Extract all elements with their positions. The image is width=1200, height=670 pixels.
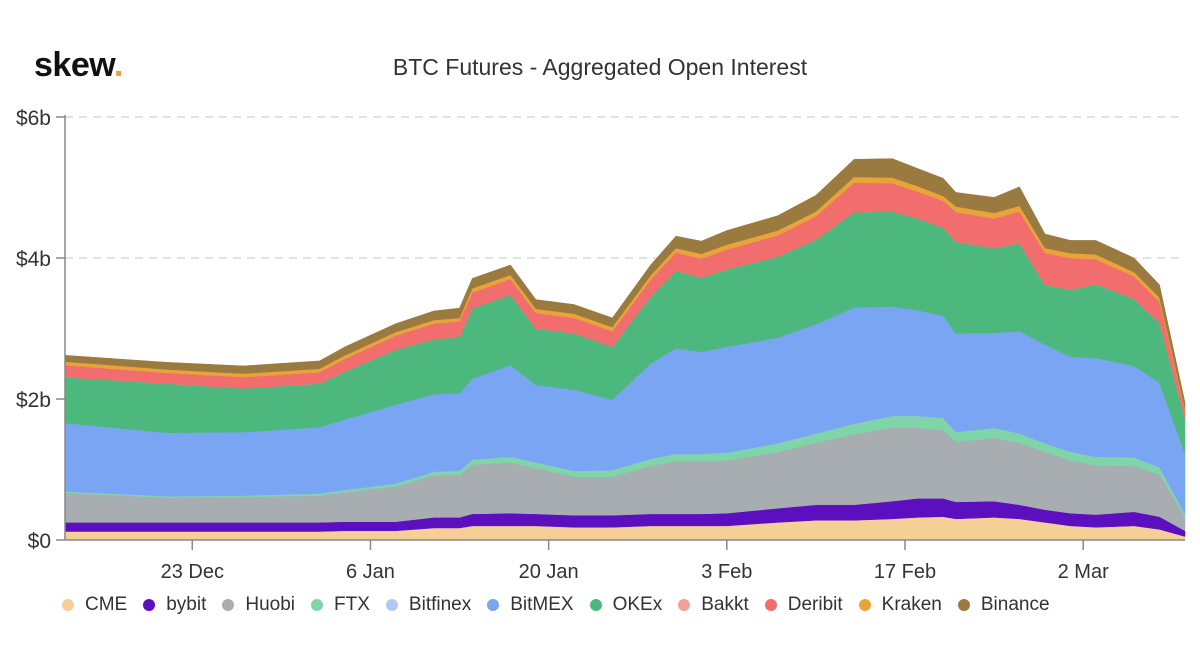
legend-swatch-icon [385, 599, 398, 611]
legend-label: BitMEX [510, 594, 574, 615]
x-tick-label: 6 Jan [346, 561, 395, 583]
legend-label: Bakkt [701, 594, 749, 615]
legend-item-kraken[interactable]: Kraken [858, 594, 942, 616]
legend-swatch-icon [764, 599, 777, 611]
chart-title: BTC Futures - Aggregated Open Interest [392, 54, 808, 80]
area-binance [64, 158, 1186, 409]
legend-item-cme[interactable]: CME [62, 594, 127, 616]
legend-item-ftx[interactable]: FTX [311, 594, 370, 616]
legend-swatch-icon [143, 599, 156, 611]
legend-item-bakkt[interactable]: Bakkt [678, 594, 749, 616]
legend-label: bybit [166, 594, 207, 615]
legend-item-binance[interactable]: Binance [957, 594, 1050, 616]
legend-label: OKEx [612, 594, 663, 615]
y-tick-label: $2b [16, 389, 51, 412]
legend-item-huobi[interactable]: Huobi [222, 594, 295, 616]
legend-label: Huobi [245, 594, 296, 615]
legend-item-bitmex[interactable]: BitMEX [487, 594, 574, 616]
legend-swatch-icon [487, 599, 500, 611]
legend-swatch-icon [858, 599, 871, 611]
legend-swatch-icon [311, 599, 324, 611]
legend-item-bitfinex[interactable]: Bitfinex [385, 594, 472, 616]
x-tick-label: 3 Feb [701, 561, 752, 583]
chart-legend: CME bybit Huobi FTX Bitfinex BitMEX OKEx Bakkt D… [62, 594, 1066, 616]
legend-label: Binance [980, 594, 1050, 615]
legend-item-bybit[interactable]: bybit [143, 594, 206, 616]
legend-swatch-icon [957, 599, 970, 611]
axes: $0 $2b $4b $6b 23 Dec 6 Jan 20 Jan 3 Feb 17 Feb 2… [16, 107, 1185, 583]
stacked-areas [64, 158, 1186, 541]
logo-text: skew [34, 46, 114, 84]
legend-label: Kraken [881, 594, 942, 615]
legend-label: Bitfinex [408, 594, 472, 615]
legend-swatch-icon [222, 599, 235, 611]
legend-swatch-icon [589, 599, 602, 611]
legend-item-okex[interactable]: OKEx [589, 594, 663, 616]
x-tick-label: 17 Feb [874, 561, 936, 583]
logo-dot: . [113, 46, 123, 84]
legend-swatch-icon [678, 599, 691, 611]
y-tick-label: $6b [16, 107, 51, 130]
legend-swatch-icon [62, 599, 74, 611]
skew-logo: skew. [34, 46, 123, 85]
x-tick-label: 23 Dec [161, 561, 224, 583]
x-tick-label: 2 Mar [1058, 561, 1109, 583]
y-tick-label: $4b [16, 248, 51, 271]
y-tick-label: $0 [28, 530, 51, 553]
x-tick-label: 20 Jan [519, 561, 579, 583]
legend-label: FTX [334, 594, 370, 615]
legend-label: Deribit [787, 594, 843, 615]
legend-label: CME [85, 594, 128, 615]
legend-item-deribit[interactable]: Deribit [764, 594, 843, 616]
